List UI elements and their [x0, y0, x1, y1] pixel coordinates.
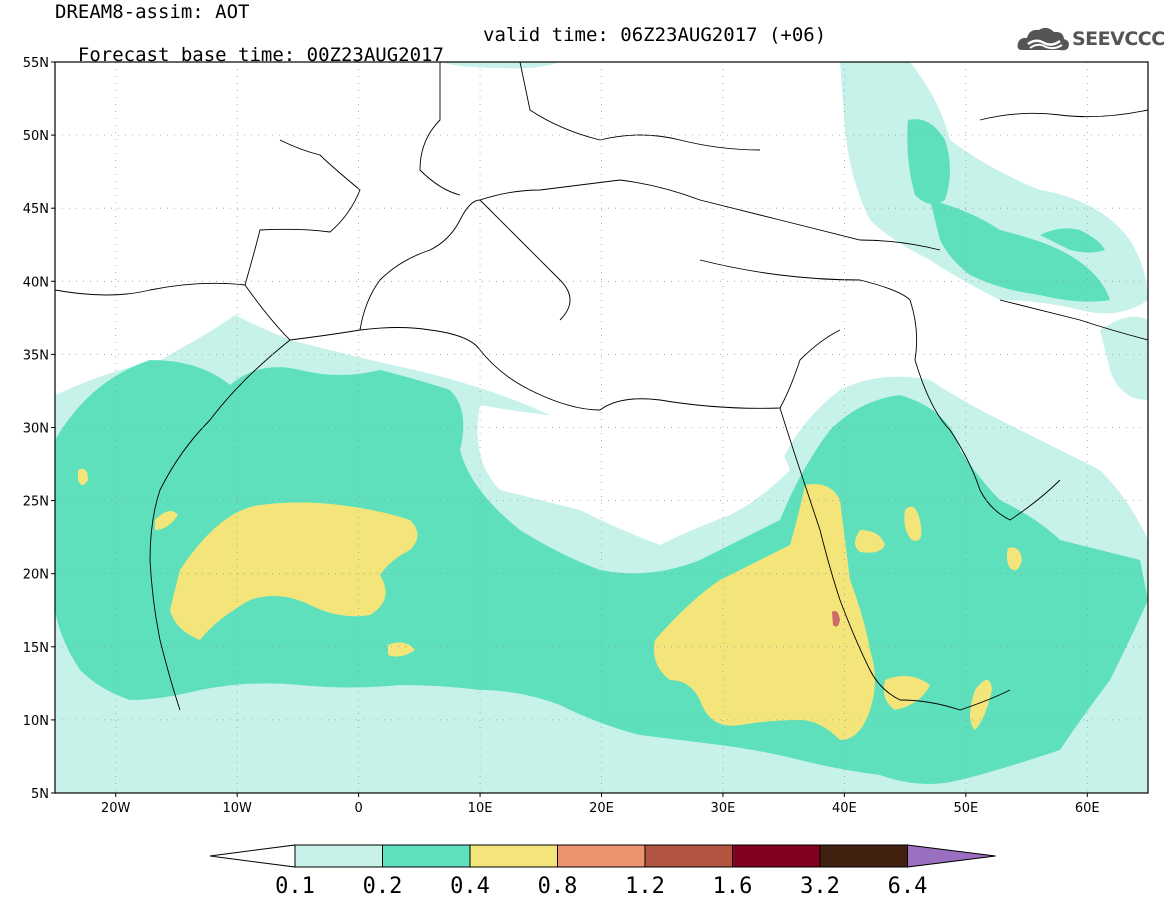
clean-air-area	[477, 405, 790, 545]
lon-label: 10W	[222, 801, 252, 816]
lat-label: 35N	[23, 348, 49, 363]
aot-field	[55, 62, 1148, 793]
lon-label: 40E	[832, 801, 857, 816]
colorbar-label: 0.8	[538, 874, 578, 899]
coastline-or-border	[419, 62, 461, 196]
base-time-text: Forecast base time: 00Z23AUG2017	[77, 44, 444, 66]
lon-label: 60E	[1075, 801, 1100, 816]
colorbar-label: 1.6	[713, 874, 753, 899]
aot-contour-area	[155, 511, 178, 530]
lon-label: 10E	[468, 801, 493, 816]
colorbar-segment	[557, 844, 646, 868]
lat-lon-grid	[55, 62, 1148, 793]
colorbar-segment	[294, 844, 383, 868]
colorbar-high-arrow	[907, 844, 996, 868]
colorbar-segment	[644, 844, 733, 868]
aot-level-0.8	[832, 611, 840, 627]
colorbar-low-arrow	[209, 844, 296, 868]
lat-label: 20N	[23, 568, 49, 583]
aot-contour-area	[170, 502, 418, 640]
coastline-or-border	[779, 407, 901, 701]
lon-label: 0	[354, 801, 362, 816]
coastline-or-border	[979, 109, 1148, 121]
lat-label: 25N	[23, 495, 49, 510]
colorbar-label: 6.4	[888, 874, 928, 899]
aot-contour-area	[970, 680, 992, 730]
aot-contour-area	[930, 200, 1110, 302]
colorbar-label: 0.4	[450, 874, 490, 899]
coastlines-and-borders	[55, 62, 1148, 711]
colorbar-segment	[382, 844, 471, 868]
lat-label: 10N	[23, 714, 49, 729]
longitude-axis: 20W 10W 0 10E 20E 30E 40E 50E 60E	[101, 793, 1100, 816]
aot-contour-area	[1006, 547, 1022, 571]
aot-level-0.4	[78, 468, 1022, 740]
colorbar-label: 3.2	[800, 874, 840, 899]
latitude-axis: 55N 50N 45N 40N 35N 30N 25N 20N 15N 10N 5N	[23, 56, 55, 802]
lat-label: 40N	[23, 275, 49, 290]
lon-label: 20W	[101, 801, 131, 816]
coastline-or-border	[699, 259, 1061, 521]
lon-label: 30E	[711, 801, 736, 816]
coastline-or-border	[519, 62, 761, 151]
lat-label: 30N	[23, 422, 49, 437]
colorbar-label: 0.1	[275, 874, 315, 899]
coastline-or-border	[149, 284, 291, 711]
aot-contour-area	[883, 676, 930, 710]
aot-contour-area	[904, 506, 922, 541]
valid-time-text: valid time: 06Z23AUG2017 (+06)	[483, 24, 827, 46]
aot-contour-area	[654, 484, 875, 740]
coastline-or-border	[479, 179, 941, 251]
colorbar: 0.1 0.2 0.4 0.8 1.2 1.6 3.2 6.4	[209, 844, 996, 899]
colorbar-segment	[469, 844, 558, 868]
coastline-or-border	[55, 139, 361, 296]
aot-contour-area	[1040, 228, 1105, 253]
lat-label: 45N	[23, 202, 49, 217]
aot-contour-area	[907, 119, 950, 204]
aot-contour-area	[388, 642, 415, 657]
aot-contour-area	[1100, 316, 1148, 400]
colorbar-segment	[732, 844, 821, 868]
aot-contour-area	[440, 62, 560, 69]
lon-label: 50E	[953, 801, 978, 816]
coastline-or-border	[899, 689, 1011, 711]
logo-text: SEEVCCC	[1072, 28, 1165, 50]
map-title: DREAM8-assim: AOT	[55, 1, 250, 23]
cloud-icon	[1017, 27, 1069, 51]
lat-label: 15N	[23, 641, 49, 656]
seevccc-logo: SEEVCCC	[1016, 22, 1165, 56]
colorbar-label: 0.2	[363, 874, 403, 899]
colorbar-segment	[819, 844, 908, 868]
coastline-or-border	[289, 327, 841, 411]
aot-contour-area	[78, 468, 88, 485]
lat-label: 50N	[23, 129, 49, 144]
lon-label: 20E	[589, 801, 614, 816]
lat-label: 55N	[23, 56, 49, 71]
aot-contour-area	[855, 530, 885, 553]
forecast-base-time: Forecast base time: 00Z23AUG2017 valid t…	[55, 25, 826, 85]
lat-label: 5N	[31, 787, 49, 802]
aot-contour-area	[832, 611, 840, 627]
coastline-or-border	[359, 199, 571, 331]
coastline-or-border	[999, 299, 1148, 341]
colorbar-label: 1.2	[625, 874, 665, 899]
